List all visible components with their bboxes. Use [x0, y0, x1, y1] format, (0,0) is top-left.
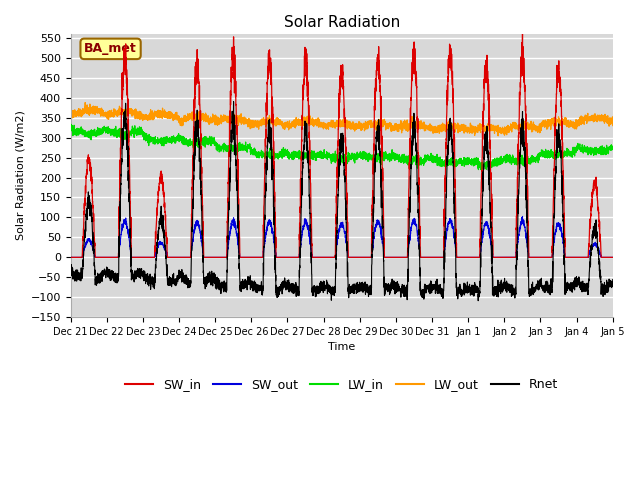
LW_out [495, 133, 502, 139]
SW_in [518, 26, 526, 32]
LW_in [494, 157, 502, 163]
Rnet [433, 287, 441, 293]
SW_in [321, 254, 329, 260]
Line: LW_out: LW_out [70, 103, 612, 136]
LW_out [609, 120, 616, 125]
Line: Rnet: Rnet [70, 102, 612, 300]
LW_in [463, 159, 471, 165]
Rnet [67, 267, 74, 273]
SW_in [433, 254, 441, 260]
SW_out [518, 214, 526, 219]
Title: Solar Radiation: Solar Radiation [284, 15, 400, 30]
SW_out [321, 254, 329, 260]
LW_in [322, 153, 330, 158]
LW_out [164, 115, 172, 121]
SW_out [463, 254, 471, 260]
Line: LW_in: LW_in [70, 124, 612, 169]
SW_out [67, 254, 74, 260]
LW_out [322, 124, 330, 130]
LW_in [475, 167, 483, 172]
Rnet [230, 99, 237, 105]
Rnet [494, 287, 502, 293]
LW_in [609, 145, 616, 151]
X-axis label: Time: Time [328, 342, 355, 352]
Text: BA_met: BA_met [84, 42, 137, 55]
Rnet [474, 298, 482, 303]
LW_in [164, 136, 172, 142]
LW_out [81, 100, 89, 106]
Legend: SW_in, SW_out, LW_in, LW_out, Rnet: SW_in, SW_out, LW_in, LW_out, Rnet [120, 373, 563, 396]
LW_in [609, 145, 616, 151]
SW_out [608, 254, 616, 260]
LW_out [433, 125, 441, 131]
LW_out [609, 123, 616, 129]
SW_in [164, 254, 172, 260]
SW_out [494, 254, 502, 260]
SW_in [608, 254, 616, 260]
Rnet [609, 276, 616, 282]
Rnet [322, 282, 330, 288]
SW_in [609, 254, 616, 260]
LW_in [67, 127, 74, 132]
SW_in [494, 254, 502, 260]
Line: SW_out: SW_out [70, 216, 612, 257]
LW_out [494, 132, 502, 138]
SW_in [463, 254, 471, 260]
LW_in [67, 121, 75, 127]
Rnet [463, 286, 471, 291]
Line: SW_in: SW_in [70, 29, 612, 257]
LW_out [67, 114, 74, 120]
Rnet [609, 280, 616, 286]
SW_out [609, 254, 616, 260]
Rnet [164, 278, 172, 284]
Y-axis label: Solar Radiation (W/m2): Solar Radiation (W/m2) [15, 110, 25, 240]
LW_in [433, 158, 441, 164]
SW_out [433, 254, 441, 260]
SW_out [164, 254, 172, 260]
SW_in [67, 254, 74, 260]
LW_out [463, 128, 471, 133]
